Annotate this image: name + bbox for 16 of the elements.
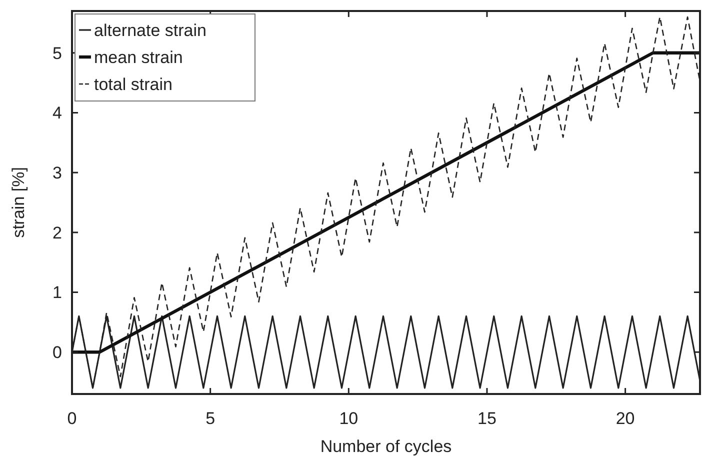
y-axis-title: strain [%] — [9, 167, 28, 238]
x-axis-title: Number of cycles — [320, 437, 452, 456]
y-tick-label: 0 — [52, 343, 62, 362]
y-tick-label: 3 — [52, 164, 62, 183]
y-tick-label: 5 — [52, 44, 62, 63]
legend-label: mean strain — [94, 48, 183, 67]
y-tick-label: 2 — [52, 223, 62, 242]
x-tick-label: 15 — [478, 409, 496, 428]
y-tick-label: 4 — [52, 104, 62, 123]
y-tick-label: 1 — [52, 283, 62, 302]
x-tick-label: 5 — [206, 409, 216, 428]
x-tick-label: 20 — [616, 409, 635, 428]
legend-label: alternate strain — [94, 20, 206, 40]
x-tick-label: 10 — [339, 409, 358, 428]
legend-label: total strain — [94, 74, 172, 94]
x-tick-label: 0 — [67, 409, 77, 428]
